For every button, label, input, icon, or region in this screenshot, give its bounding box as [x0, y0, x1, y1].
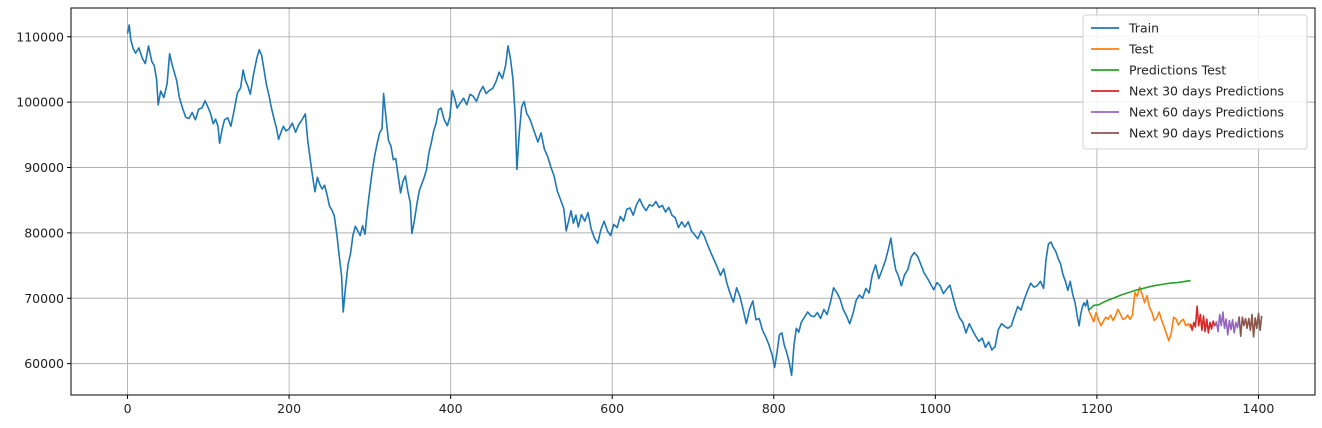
x-tick-label: 400	[439, 401, 463, 416]
x-tick-label: 200	[277, 401, 301, 416]
x-tick-label: 0	[124, 401, 132, 416]
y-tick-label: 70000	[24, 291, 64, 306]
x-tick-label: 1400	[1243, 401, 1275, 416]
x-tick-label: 1000	[919, 401, 951, 416]
y-tick-label: 60000	[24, 356, 64, 371]
legend-box	[1082, 14, 1308, 150]
series-line-predictions-test	[1088, 279, 1191, 311]
series-line-next-30-days-predictions	[1189, 305, 1216, 334]
x-tick-label: 800	[762, 401, 786, 416]
series-layer	[126, 24, 1263, 377]
y-tick-label: 110000	[16, 29, 64, 44]
y-axis: 60000 70000 80000 90000 100000 110000	[16, 29, 71, 371]
series-line-next-60-days-predictions	[1214, 311, 1240, 336]
legend-entry-label: Predictions Test	[1129, 63, 1226, 78]
legend-entry-label: Next 90 days Predictions	[1129, 126, 1284, 141]
series-line-next-90-days-predictions	[1238, 312, 1263, 338]
y-tick-label: 80000	[24, 225, 64, 240]
series-line-test	[1088, 286, 1192, 342]
series-line-train	[126, 24, 1090, 377]
x-tick-label: 1200	[1081, 401, 1113, 416]
legend-entry-label: Train	[1128, 21, 1159, 36]
y-tick-label: 90000	[24, 160, 64, 175]
legend-entry-label: Next 30 days Predictions	[1129, 84, 1284, 99]
y-tick-label: 100000	[16, 95, 64, 110]
plot-frame	[70, 7, 1316, 396]
x-tick-label: 600	[600, 401, 624, 416]
legend: Train Test Predictions Test Next 30 days Pr…	[1082, 14, 1308, 150]
legend-entry-label: Test	[1128, 42, 1154, 57]
x-axis: 0 200 400 600 800 1000 1200 1400	[124, 395, 1275, 416]
legend-entry-label: Next 60 days Predictions	[1129, 105, 1284, 120]
